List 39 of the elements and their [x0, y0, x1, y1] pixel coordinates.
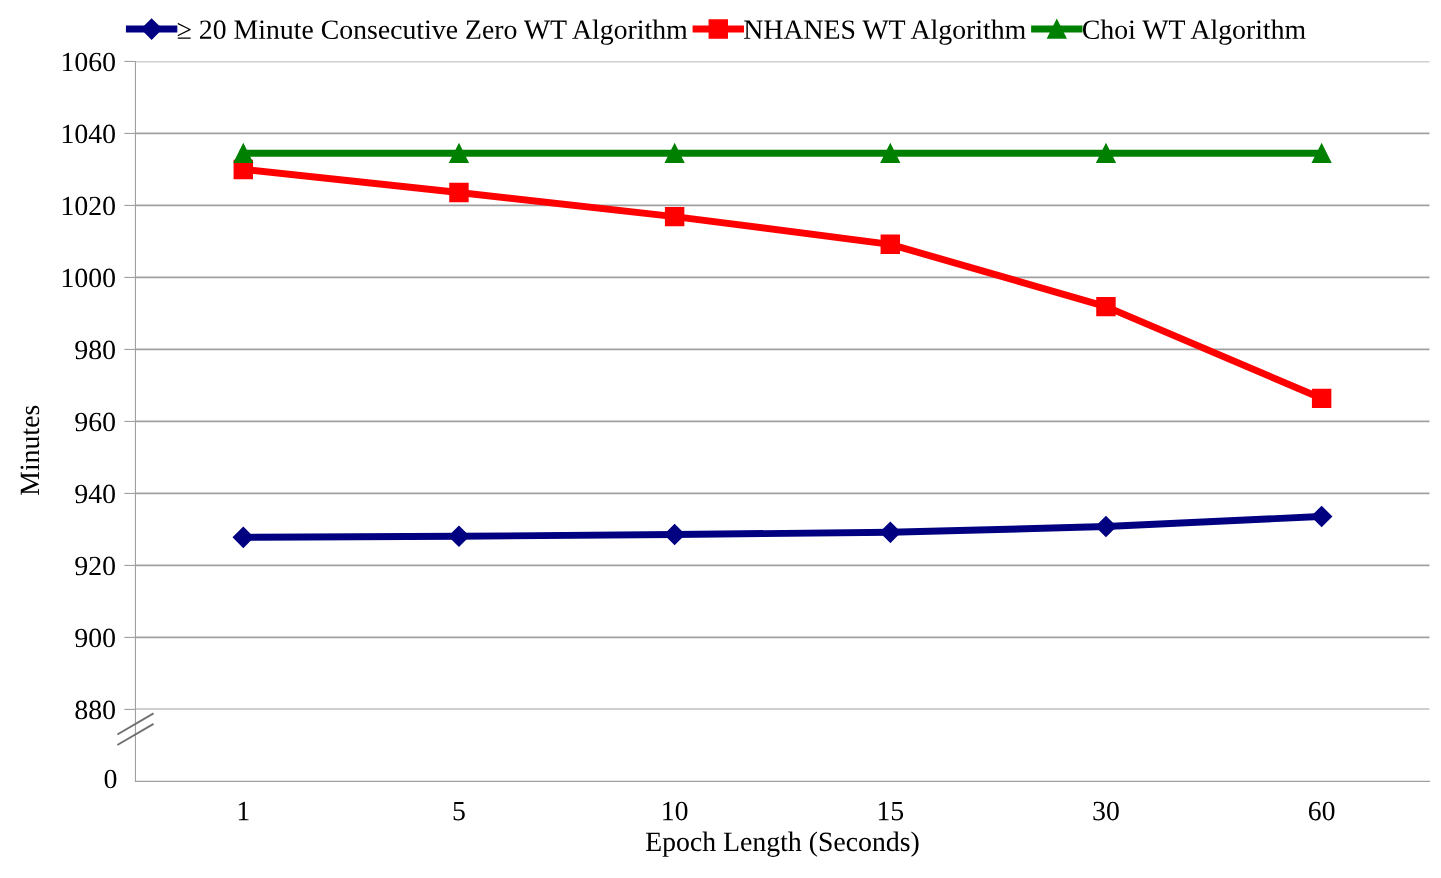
text: 0 [104, 769, 117, 789]
y-tick-label: 1040 [62, 124, 115, 144]
point [880, 143, 901, 163]
y-tick-label: 980 [75, 340, 115, 360]
y-tick-label: 1020 [62, 196, 115, 216]
point [880, 234, 901, 255]
point [1096, 296, 1116, 317]
x-tick-label: 15 [878, 801, 904, 821]
point [1311, 505, 1333, 527]
legend-label: ≥ 20 Minute Consecutive Zero WT Algorithm [177, 19, 688, 45]
y-tick-label: 900 [75, 628, 115, 648]
y-axis-title: Minutes [20, 405, 40, 495]
x-tick-label: 10 [663, 801, 688, 821]
legend-label: Choi WT Algorithm [1082, 19, 1306, 45]
point [664, 206, 685, 227]
point [233, 143, 254, 163]
y-tick-label: 880 [75, 700, 115, 720]
legend-label: NHANES WT Algorithm [744, 19, 1026, 45]
point [449, 182, 469, 203]
y-tick-label: 1060 [62, 52, 115, 72]
point [1311, 388, 1332, 409]
y-tick-label: 960 [75, 412, 115, 432]
y-tick-label: 920 [75, 556, 115, 576]
y-tick-label: 1000 [62, 268, 115, 288]
point [1096, 143, 1116, 163]
point [664, 523, 686, 545]
x-tick-label: 30 [1093, 801, 1119, 821]
point [232, 526, 254, 548]
point [664, 143, 685, 163]
point [879, 521, 901, 543]
x-tick-label: 5 [453, 801, 465, 821]
x-axis-title: Epoch Length (Seconds) [645, 831, 919, 857]
point [1095, 516, 1117, 538]
x-tick-label: 1 [238, 801, 249, 821]
point [1311, 143, 1332, 163]
point [449, 143, 469, 163]
y-tick-label: 940 [75, 484, 115, 504]
point [448, 525, 470, 547]
x-tick-label: 60 [1308, 801, 1335, 821]
